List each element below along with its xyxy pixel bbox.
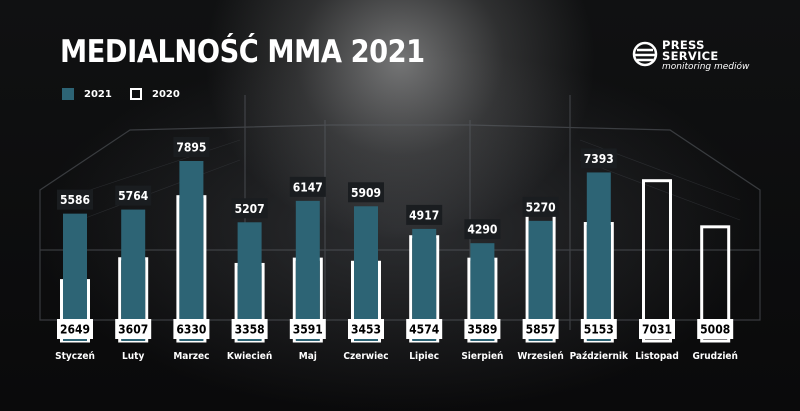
data-label-2020-2-box [173, 319, 210, 339]
x-tick-label-10: Listopad [635, 351, 679, 362]
x-tick-label-8: Wrzesień [517, 350, 563, 362]
x-tick-label-11: Grudzień [692, 350, 738, 362]
data-label-2020-10-box [639, 319, 675, 339]
x-tick-label-4: Maj [299, 351, 317, 362]
data-label-2021-4: 6147 [293, 180, 323, 194]
data-label-2021-3-box [231, 198, 268, 219]
data-label-2020-7: 3589 [467, 323, 497, 337]
data-label-2020-3: 3358 [235, 323, 265, 337]
data-label-2020-6-box [406, 319, 443, 339]
x-tick-label-0: Styczeń [55, 350, 95, 362]
press-service-logo: PRESS SERVICE monitoring mediów [632, 38, 749, 76]
data-label-2021-6: 4917 [409, 208, 439, 222]
data-label-2021-7-box [464, 219, 501, 240]
data-label-2020-5-box [348, 319, 384, 339]
data-label-2021-1-box [115, 185, 152, 206]
bar-2021-9 [586, 172, 611, 341]
x-tick-label-1: Luty [122, 351, 144, 362]
x-tick-label-5: Czerwiec [343, 351, 388, 362]
data-label-2021-1: 5764 [118, 189, 149, 203]
bar-2020-11 [700, 225, 731, 343]
logo-line1: PRESS [662, 38, 705, 52]
data-label-2020-10: 7031 [642, 323, 672, 337]
data-label-2021-6-box [406, 204, 443, 225]
data-label-2021-8-box [522, 196, 559, 217]
x-tick-label-3: Kwiecień [227, 350, 272, 362]
logo-line2: SERVICE [662, 49, 719, 63]
data-label-2021-8: 5270 [526, 200, 556, 214]
data-label-2020-1-box [115, 319, 152, 339]
legend-item-2020: 2020 [130, 88, 180, 100]
data-label-2020-0: 2649 [60, 323, 90, 337]
data-label-2020-8: 5857 [526, 323, 556, 337]
data-label-2021-0: 5586 [60, 193, 90, 207]
data-label-2020-9: 5153 [584, 323, 614, 337]
bar-2021-4 [295, 200, 320, 341]
data-label-2020-4-box [289, 319, 326, 339]
data-label-2020-7-box [464, 319, 501, 339]
data-label-2021-7: 4290 [467, 223, 497, 237]
data-label-2020-2: 6330 [176, 323, 206, 337]
x-tick-label-7: Sierpień [461, 350, 503, 362]
data-label-2020-5: 3453 [351, 323, 381, 337]
logo-subtitle: monitoring mediów [662, 62, 750, 72]
x-tick-label-6: Lipiec [409, 351, 439, 362]
data-label-2021-2-box [173, 137, 210, 157]
data-label-2021-9: 7393 [584, 152, 614, 166]
data-label-2020-11: 5008 [700, 323, 730, 337]
legend-swatch-2021 [62, 88, 74, 100]
logo-text: PRESS SERVICE [662, 38, 719, 63]
legend-label-2020: 2020 [152, 88, 180, 100]
data-label-2021-9-box [580, 148, 617, 169]
legend-item-2021: 2021 [62, 88, 112, 100]
legend-swatch-2020 [130, 88, 142, 100]
x-tick-label-2: Marzec [173, 351, 209, 362]
data-label-2020-6: 4574 [409, 323, 440, 337]
data-label-2020-3-box [231, 319, 268, 339]
data-label-2020-1: 3607 [118, 323, 148, 337]
data-label-2020-0-box [57, 319, 93, 339]
chart-title: MEDIALNOŚĆ MMA 2021 [60, 34, 425, 70]
data-label-2020-11-box [697, 319, 734, 339]
data-label-2021-2: 7895 [176, 141, 206, 155]
press-service-logo-icon [632, 41, 658, 67]
data-label-2021-3: 5207 [235, 202, 265, 216]
data-label-2020-9-box [580, 319, 617, 339]
data-label-2020-4: 3591 [293, 323, 323, 337]
data-label-2021-5: 5909 [351, 186, 381, 200]
data-label-2020-8-box [522, 319, 559, 339]
x-tick-label-9: Październik [570, 350, 629, 362]
data-label-2021-4-box [289, 176, 326, 197]
legend-label-2021: 2021 [84, 88, 112, 100]
data-label-2021-5-box [348, 182, 384, 203]
bar-2021-2 [179, 161, 204, 341]
bar-2020-10 [642, 179, 672, 343]
bar-2021-5 [354, 206, 378, 341]
data-label-2021-0-box [57, 189, 93, 210]
